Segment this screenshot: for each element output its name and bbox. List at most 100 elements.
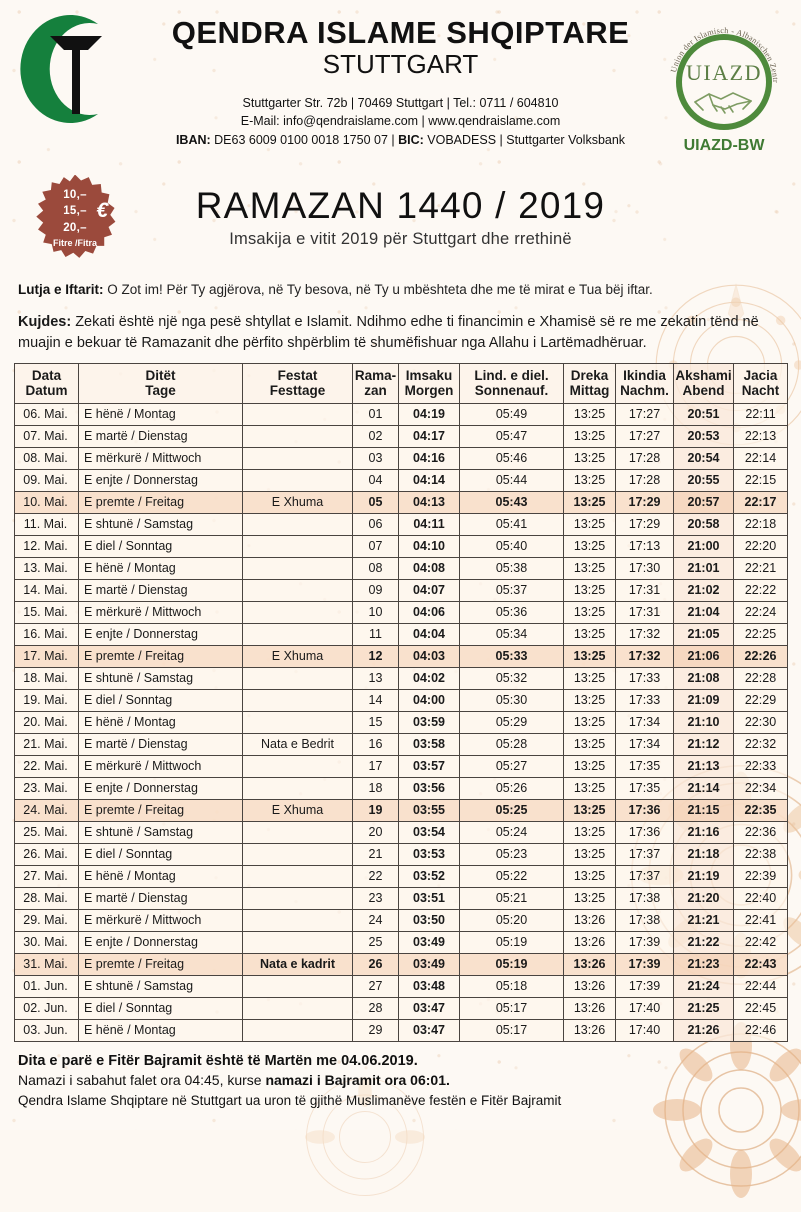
cell-dreka: 13:25 xyxy=(564,843,616,865)
cell-aksham: 20:55 xyxy=(674,469,734,491)
handshake-icon xyxy=(695,93,751,113)
cell-ikindia: 17:40 xyxy=(616,997,674,1019)
contact-email-line: E-Mail: info@qendraislame.com | www.qend… xyxy=(140,112,661,131)
cell-fest xyxy=(243,909,353,931)
cell-date: 03. Jun. xyxy=(15,1019,79,1041)
header-line-sq: Imsaku xyxy=(406,368,453,383)
header-line-de: Sonnenauf. xyxy=(460,383,563,398)
header-line-de: Mittag xyxy=(564,383,615,398)
cell-dreka: 13:25 xyxy=(564,425,616,447)
cell-dreka: 13:25 xyxy=(564,557,616,579)
cell-dreka: 13:25 xyxy=(564,887,616,909)
cell-sun: 05:25 xyxy=(460,799,564,821)
cell-imsak: 04:10 xyxy=(399,535,460,557)
cell-ikindia: 17:28 xyxy=(616,469,674,491)
cell-day: E enjte / Donnerstag xyxy=(79,623,243,645)
cell-ikindia: 17:34 xyxy=(616,711,674,733)
cell-sun: 05:32 xyxy=(460,667,564,689)
cell-day: E enjte / Donnerstag xyxy=(79,931,243,953)
cell-date: 10. Mai. xyxy=(15,491,79,513)
cell-imsak: 03:50 xyxy=(399,909,460,931)
cell-jacia: 22:42 xyxy=(734,931,788,953)
cell-sun: 05:43 xyxy=(460,491,564,513)
cell-day: E diel / Sonntag xyxy=(79,535,243,557)
cell-ikindia: 17:39 xyxy=(616,931,674,953)
cell-fest xyxy=(243,931,353,953)
cell-ram: 13 xyxy=(353,667,399,689)
cell-fest xyxy=(243,843,353,865)
header-line-de: Festtage xyxy=(243,383,352,398)
cell-sun: 05:20 xyxy=(460,909,564,931)
cell-imsak: 03:48 xyxy=(399,975,460,997)
cell-dreka: 13:26 xyxy=(564,997,616,1019)
cell-ikindia: 17:39 xyxy=(616,975,674,997)
header-line-de: Abend xyxy=(674,383,733,398)
cell-sun: 05:19 xyxy=(460,953,564,975)
cell-ikindia: 17:38 xyxy=(616,909,674,931)
cell-sun: 05:30 xyxy=(460,689,564,711)
cell-imsak: 03:51 xyxy=(399,887,460,909)
cell-dreka: 13:25 xyxy=(564,491,616,513)
cell-dreka: 13:25 xyxy=(564,469,616,491)
cell-date: 24. Mai. xyxy=(15,799,79,821)
cell-sun: 05:46 xyxy=(460,447,564,469)
cell-date: 15. Mai. xyxy=(15,601,79,623)
cell-aksham: 21:00 xyxy=(674,535,734,557)
cell-aksham: 21:12 xyxy=(674,733,734,755)
cell-date: 23. Mai. xyxy=(15,777,79,799)
cell-day: E mërkurë / Mittwoch xyxy=(79,601,243,623)
cell-imsak: 04:08 xyxy=(399,557,460,579)
cell-aksham: 21:08 xyxy=(674,667,734,689)
cell-sun: 05:17 xyxy=(460,997,564,1019)
cell-sun: 05:36 xyxy=(460,601,564,623)
cell-day: E enjte / Donnerstag xyxy=(79,469,243,491)
cell-day: E mërkurë / Mittwoch xyxy=(79,755,243,777)
cell-imsak: 03:49 xyxy=(399,953,460,975)
cell-date: 08. Mai. xyxy=(15,447,79,469)
cell-ikindia: 17:13 xyxy=(616,535,674,557)
fitre-badge-wrap: 10,– 15,– 20,– Fitre /Fitra € xyxy=(10,175,140,261)
cell-sun: 05:47 xyxy=(460,425,564,447)
cell-aksham: 21:26 xyxy=(674,1019,734,1041)
cell-aksham: 21:21 xyxy=(674,909,734,931)
cell-ram: 08 xyxy=(353,557,399,579)
cell-dreka: 13:26 xyxy=(564,931,616,953)
cell-jacia: 22:18 xyxy=(734,513,788,535)
cell-date: 09. Mai. xyxy=(15,469,79,491)
iban-value: DE63 6009 0100 0018 1750 07 | xyxy=(211,133,398,147)
cell-dreka: 13:25 xyxy=(564,403,616,425)
cell-jacia: 22:26 xyxy=(734,645,788,667)
cell-ikindia: 17:37 xyxy=(616,865,674,887)
cell-day: E hënë / Montag xyxy=(79,403,243,425)
cell-ram: 23 xyxy=(353,887,399,909)
cell-ram: 25 xyxy=(353,931,399,953)
cell-day: E hënë / Montag xyxy=(79,865,243,887)
cell-ikindia: 17:31 xyxy=(616,601,674,623)
cell-day: E martë / Dienstag xyxy=(79,579,243,601)
cell-date: 18. Mai. xyxy=(15,667,79,689)
cell-dreka: 13:26 xyxy=(564,975,616,997)
cell-aksham: 21:01 xyxy=(674,557,734,579)
cell-imsak: 04:17 xyxy=(399,425,460,447)
cell-aksham: 21:09 xyxy=(674,689,734,711)
cell-aksham: 21:15 xyxy=(674,799,734,821)
cell-date: 12. Mai. xyxy=(15,535,79,557)
cell-dreka: 13:25 xyxy=(564,821,616,843)
cell-dreka: 13:26 xyxy=(564,909,616,931)
cell-sun: 05:44 xyxy=(460,469,564,491)
cell-day: E hënë / Montag xyxy=(79,711,243,733)
cell-jacia: 22:11 xyxy=(734,403,788,425)
cell-jacia: 22:17 xyxy=(734,491,788,513)
header-line-sq: Festat xyxy=(278,368,318,383)
